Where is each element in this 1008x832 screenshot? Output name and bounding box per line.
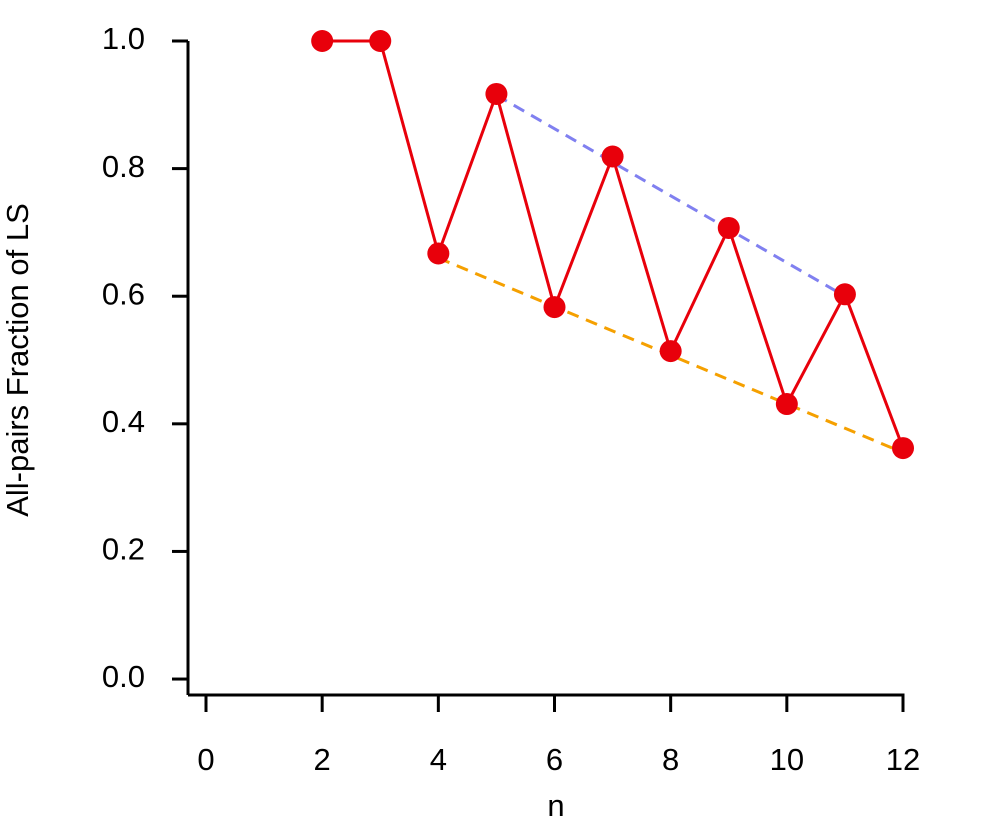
data-point bbox=[485, 82, 508, 105]
x-tick-label: 2 bbox=[314, 742, 331, 777]
data-point bbox=[775, 393, 798, 416]
x-tick-label: 0 bbox=[197, 742, 214, 777]
x-tick-label: 12 bbox=[886, 742, 920, 777]
data-point bbox=[833, 283, 856, 306]
y-axis-label: All-pairs Fraction of LS bbox=[0, 203, 35, 517]
data-point bbox=[427, 242, 450, 265]
x-tick-label: 8 bbox=[662, 742, 679, 777]
data-point bbox=[543, 296, 566, 319]
y-tick-label: 1.0 bbox=[102, 21, 145, 56]
x-tick-label: 6 bbox=[546, 742, 563, 777]
x-tick-label: 4 bbox=[430, 742, 447, 777]
y-tick-label: 0.6 bbox=[102, 276, 145, 311]
y-tick-label: 0.4 bbox=[102, 404, 145, 439]
y-tick-label: 0.2 bbox=[102, 532, 145, 567]
series-line bbox=[322, 39, 905, 449]
data-point bbox=[601, 145, 624, 168]
data-point bbox=[659, 340, 682, 363]
y-tick-label: 0.8 bbox=[102, 149, 145, 184]
x-axis-label: n bbox=[547, 788, 564, 823]
series-line bbox=[495, 93, 846, 298]
data-point bbox=[717, 216, 740, 239]
data-point bbox=[369, 30, 392, 52]
y-tick-label: 0.0 bbox=[102, 659, 145, 694]
data-point bbox=[311, 30, 334, 52]
x-tick-label: 10 bbox=[770, 742, 804, 777]
data-point bbox=[892, 437, 914, 460]
